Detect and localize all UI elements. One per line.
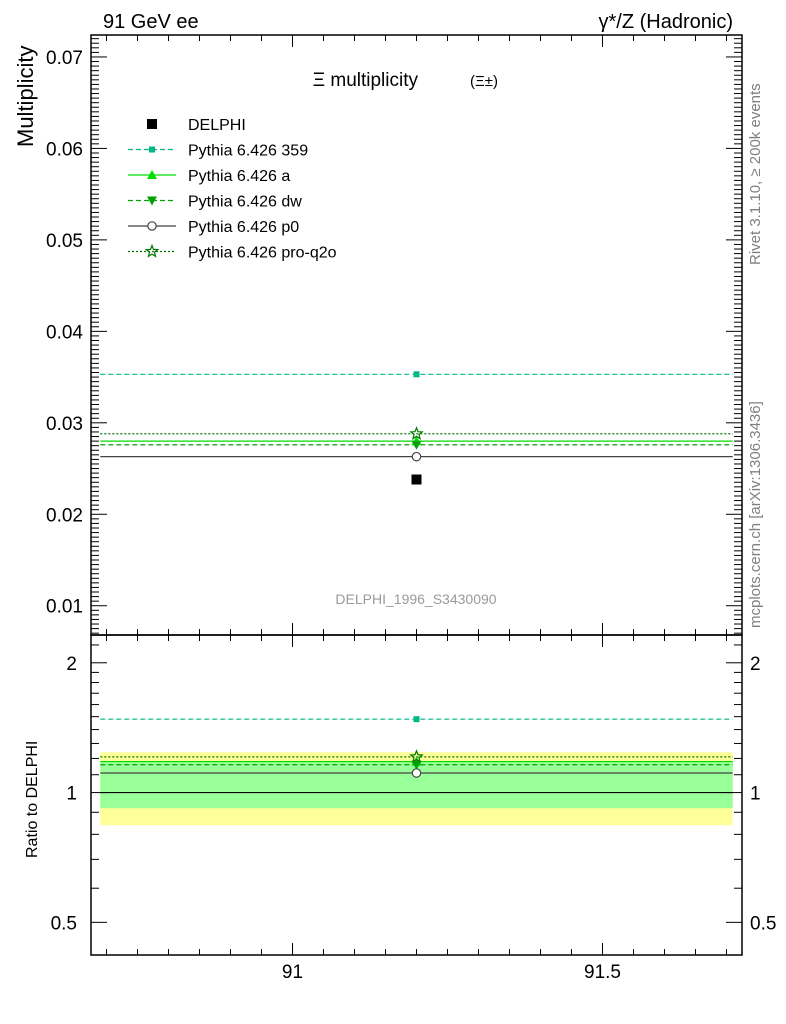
main-ytick-label: 0.04 xyxy=(46,322,83,343)
main-ylabel: Multiplicity xyxy=(13,46,38,147)
series-marker-0 xyxy=(411,474,422,485)
legend-label-2: Pythia 6.426 a xyxy=(188,168,290,185)
ratio-ytick-label: 0.5 xyxy=(51,913,77,934)
main-ytick-label: 0.06 xyxy=(46,139,83,160)
ratio-ytick-label: 2 xyxy=(66,654,77,675)
ratio-ytick-label-right: 1 xyxy=(750,784,761,805)
legend: DELPHI Pythia 6.426 359 Pythia 6.426 a Pyth… xyxy=(128,117,337,262)
main-ytick-label: 0.02 xyxy=(46,505,83,526)
main-panel-ticks: 0.01 0.02 0.03 0.04 0.05 0.06 0.07 xyxy=(46,35,742,635)
header-right-label: γ*/Z (Hadronic) xyxy=(599,11,733,33)
legend-marker-1 xyxy=(149,146,155,153)
plot-title: Ξ multiplicity xyxy=(313,70,419,91)
main-ytick-label: 0.03 xyxy=(46,414,83,435)
ratio-marker-0 xyxy=(413,716,420,723)
ratio-marker-4 xyxy=(409,749,424,764)
legend-label-5: Pythia 6.426 pro-q2o xyxy=(188,245,337,262)
rivet-version-text: Rivet 3.1.10, ≥ 200k events xyxy=(747,83,764,265)
ratio-xtick-label: 91 xyxy=(282,962,303,983)
ratio-panel-ticks: 91 91.5 0.5 0.5 1 1 2 2 xyxy=(51,635,776,983)
plot-title-suffix: (Ξ±) xyxy=(470,73,498,90)
legend-marker-3 xyxy=(147,196,157,206)
ratio-xtick-label: 91.5 xyxy=(584,962,621,983)
series-marker-5 xyxy=(409,426,424,440)
legend-marker-2 xyxy=(147,170,157,179)
ratio-ytick-label-right: 0.5 xyxy=(750,913,776,934)
main-ytick-label: 0.05 xyxy=(46,231,83,252)
main-panel-series xyxy=(100,371,733,485)
ratio-ytick-label-right: 2 xyxy=(750,654,761,675)
main-ytick-label: 0.07 xyxy=(46,48,83,69)
ratio-panel-series xyxy=(100,716,733,778)
analysis-watermark: DELPHI_1996_S3430090 xyxy=(335,591,496,607)
series-marker-3 xyxy=(411,440,422,450)
ratio-marker-3 xyxy=(411,768,422,778)
ratio-ytick-label: 1 xyxy=(66,784,77,805)
legend-marker-5 xyxy=(144,243,160,258)
main-ytick-label: 0.01 xyxy=(46,597,83,618)
legend-marker-4 xyxy=(147,221,157,231)
ratio-uncertainty-bands xyxy=(100,752,733,826)
ratio-ylabel: Ratio to DELPHI xyxy=(24,741,41,858)
header-left-label: 91 GeV ee xyxy=(103,11,199,33)
legend-marker-0 xyxy=(147,119,157,129)
ratio-panel-frame xyxy=(90,634,743,956)
legend-label-0: DELPHI xyxy=(188,117,246,134)
legend-label-1: Pythia 6.426 359 xyxy=(188,143,308,160)
legend-label-3: Pythia 6.426 dw xyxy=(188,194,302,211)
series-marker-1 xyxy=(413,371,420,378)
series-marker-4 xyxy=(411,451,422,462)
mcplots-text: mcplots.cern.ch [arXiv:1306.3436] xyxy=(747,401,764,628)
legend-label-4: Pythia 6.426 p0 xyxy=(188,219,299,236)
ratio-marker-2 xyxy=(411,760,422,770)
